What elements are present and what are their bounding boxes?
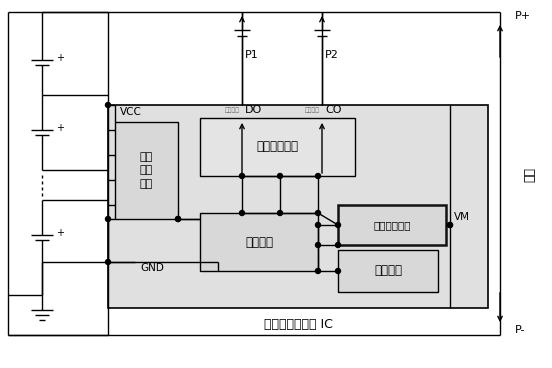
Circle shape <box>316 269 321 273</box>
Circle shape <box>316 243 321 248</box>
Text: CO: CO <box>325 105 342 115</box>
Text: 多节锂电池保护 IC: 多节锂电池保护 IC <box>263 318 332 332</box>
Bar <box>108 105 488 308</box>
Text: P-: P- <box>515 325 526 335</box>
Text: 逻辑控制电路: 逻辑控制电路 <box>257 141 299 153</box>
Circle shape <box>316 223 321 227</box>
Text: 电压采样电路: 电压采样电路 <box>373 220 411 230</box>
Circle shape <box>448 223 453 227</box>
Circle shape <box>278 173 283 178</box>
Circle shape <box>105 259 110 265</box>
Text: 放电控制: 放电控制 <box>225 107 240 113</box>
Text: VM: VM <box>454 212 470 222</box>
Circle shape <box>448 223 453 227</box>
Circle shape <box>240 210 245 216</box>
Text: 基准电路: 基准电路 <box>374 265 402 277</box>
Circle shape <box>278 210 283 216</box>
Bar <box>338 250 438 292</box>
Circle shape <box>336 223 341 227</box>
Text: +: + <box>56 228 64 238</box>
Text: 充电控制: 充电控制 <box>305 107 320 113</box>
Text: P+: P+ <box>515 11 531 21</box>
Circle shape <box>240 173 245 178</box>
Text: 比较电路: 比较电路 <box>245 236 273 248</box>
Text: DO: DO <box>245 105 262 115</box>
Text: VCC: VCC <box>120 107 142 117</box>
Circle shape <box>176 216 181 222</box>
Text: P1: P1 <box>245 50 259 60</box>
Circle shape <box>105 216 110 222</box>
Bar <box>200 118 355 176</box>
Circle shape <box>105 103 110 107</box>
Bar <box>115 122 178 219</box>
Circle shape <box>176 216 181 222</box>
Bar <box>200 213 318 271</box>
Text: P2: P2 <box>325 50 339 60</box>
Circle shape <box>316 210 321 216</box>
Circle shape <box>336 269 341 273</box>
Bar <box>338 205 446 245</box>
Text: 输出: 输出 <box>523 167 537 183</box>
Circle shape <box>336 243 341 248</box>
Text: GND: GND <box>140 263 164 273</box>
Text: 电压
采样
电路: 电压 采样 电路 <box>140 152 153 189</box>
Circle shape <box>316 173 321 178</box>
Text: +: + <box>56 123 64 133</box>
Text: +: + <box>56 53 64 63</box>
